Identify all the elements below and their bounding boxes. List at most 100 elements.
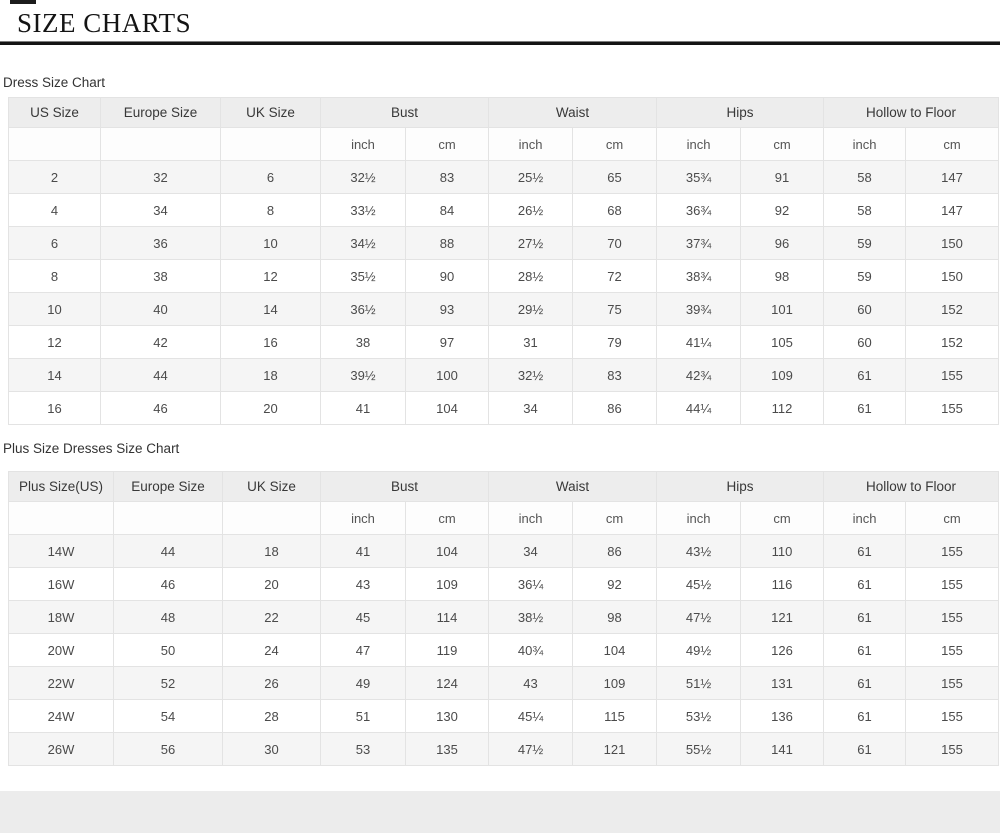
table-row: 2 32 6 32½ 83 25½ 65 35¾ 91 58 147 — [8, 160, 1000, 194]
table-cell: 38¾ — [656, 259, 742, 293]
title-divider — [0, 41, 1000, 45]
table-row: 24W 54 28 51 130 45¼ 115 53½ 136 61 155 — [8, 699, 1000, 733]
empty-subheader-cell — [100, 127, 221, 161]
table-cell: 86 — [572, 534, 658, 568]
table-cell: 61 — [823, 600, 907, 634]
table-cell: 26½ — [488, 193, 574, 227]
table-cell: 155 — [905, 567, 1000, 601]
table-cell: 136 — [740, 699, 825, 733]
table-cell: 61 — [823, 358, 907, 392]
table-cell: 88 — [404, 226, 490, 260]
table-cell: 92 — [740, 193, 825, 227]
table-cell: 59 — [823, 226, 907, 260]
table-cell: 38 — [320, 325, 406, 359]
table-cell: 32½ — [488, 358, 574, 392]
table-cell: 34 — [100, 193, 221, 227]
table-cell: 25½ — [488, 160, 574, 194]
titlebar: SIZE CHARTS — [0, 0, 1000, 41]
table-row: 22W 52 26 49 124 43 109 51½ 131 61 155 — [8, 666, 1000, 700]
table-cell: 49 — [320, 666, 406, 700]
unit-cell: inch — [823, 127, 907, 161]
table-cell: 45½ — [656, 567, 742, 601]
header-cell: Hollow to Floor — [823, 471, 1000, 502]
table-cell: 141 — [740, 732, 825, 766]
table-cell: 54 — [113, 699, 223, 733]
table-cell: 10 — [220, 226, 321, 260]
table-cell: 91 — [740, 160, 825, 194]
table-cell: 147 — [905, 160, 1000, 194]
table-cell: 70 — [572, 226, 658, 260]
table-cell: 36¾ — [656, 193, 742, 227]
table-cell: 12 — [8, 325, 101, 359]
table-row: 16 46 20 41 104 34 86 44¼ 112 61 155 — [8, 391, 1000, 425]
table-cell: 44 — [100, 358, 221, 392]
table-cell: 41 — [320, 534, 406, 568]
table-cell: 40¾ — [488, 633, 574, 667]
table-cell: 22W — [8, 666, 114, 700]
header-cell: UK Size — [222, 471, 321, 502]
table-cell: 121 — [572, 732, 658, 766]
table-cell: 44¼ — [656, 391, 742, 425]
table-cell: 8 — [8, 259, 101, 293]
table-cell: 116 — [740, 567, 825, 601]
table-cell: 36 — [100, 226, 221, 260]
table-cell: 41 — [320, 391, 406, 425]
unit-cell: cm — [404, 501, 490, 535]
table-cell: 16 — [8, 391, 101, 425]
unit-cell: cm — [905, 127, 1000, 161]
table-cell: 92 — [572, 567, 658, 601]
table-cell: 65 — [572, 160, 658, 194]
table-cell: 110 — [740, 534, 825, 568]
table-cell: 40 — [100, 292, 221, 326]
header-cell: Waist — [488, 97, 658, 128]
unit-cell: inch — [823, 501, 907, 535]
table-cell: 109 — [404, 567, 490, 601]
table-row: 14 44 18 39½ 100 32½ 83 42¾ 109 61 155 — [8, 358, 1000, 392]
table-cell: 61 — [823, 666, 907, 700]
table-cell: 61 — [823, 732, 907, 766]
empty-subheader-cell — [113, 501, 223, 535]
table-cell: 112 — [740, 391, 825, 425]
table-row: 8 38 12 35½ 90 28½ 72 38¾ 98 59 150 — [8, 259, 1000, 293]
table-cell: 6 — [8, 226, 101, 260]
table-cell: 10 — [8, 292, 101, 326]
table-cell: 28½ — [488, 259, 574, 293]
table-cell: 29½ — [488, 292, 574, 326]
table-cell: 51 — [320, 699, 406, 733]
header-cell: Hips — [656, 471, 825, 502]
table-cell: 28 — [222, 699, 321, 733]
table-cell: 58 — [823, 193, 907, 227]
table-cell: 49½ — [656, 633, 742, 667]
table-cell: 155 — [905, 600, 1000, 634]
table-cell: 155 — [905, 699, 1000, 733]
table-row: 26W 56 30 53 135 47½ 121 55½ 141 61 155 — [8, 732, 1000, 766]
header-cell: Europe Size — [100, 97, 221, 128]
table-cell: 84 — [404, 193, 490, 227]
table-cell: 45¼ — [488, 699, 574, 733]
table-cell: 114 — [404, 600, 490, 634]
table-cell: 101 — [740, 292, 825, 326]
table-cell: 115 — [572, 699, 658, 733]
table-cell: 104 — [404, 534, 490, 568]
table-cell: 155 — [905, 534, 1000, 568]
table-cell: 100 — [404, 358, 490, 392]
table-cell: 61 — [823, 391, 907, 425]
header-cell: Hollow to Floor — [823, 97, 1000, 128]
table-cell: 104 — [404, 391, 490, 425]
table-cell: 34½ — [320, 226, 406, 260]
table-cell: 32½ — [320, 160, 406, 194]
header-cell: Plus Size(US) — [8, 471, 114, 502]
table-cell: 105 — [740, 325, 825, 359]
table-cell: 18 — [220, 358, 321, 392]
table-cell: 47½ — [656, 600, 742, 634]
table-cell: 35½ — [320, 259, 406, 293]
header-cell: Europe Size — [113, 471, 223, 502]
table-cell: 36¼ — [488, 567, 574, 601]
unit-cell: inch — [656, 127, 742, 161]
top-edge-artifact — [10, 0, 36, 4]
page-title: SIZE CHARTS — [17, 8, 192, 38]
header-cell: Hips — [656, 97, 825, 128]
table-row: 12 42 16 38 97 31 79 41¼ 105 60 152 — [8, 325, 1000, 359]
table-cell: 22 — [222, 600, 321, 634]
table-cell: 60 — [823, 292, 907, 326]
